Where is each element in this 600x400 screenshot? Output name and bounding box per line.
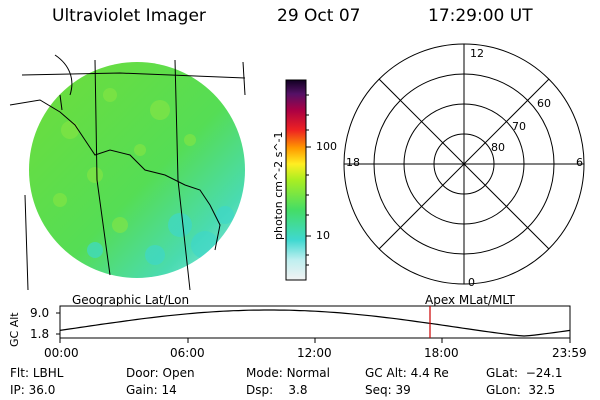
- time-tick-0000: 00:00: [44, 346, 79, 360]
- glon-value: 32.5: [528, 383, 556, 397]
- dsp-value: 3.8: [288, 383, 308, 397]
- mode-field: Mode: Normal: [246, 366, 330, 380]
- time-tick-0600: 06:00: [170, 346, 205, 360]
- mode-value: Normal: [286, 366, 330, 380]
- filter-value: LBHL: [32, 366, 64, 380]
- gain-field: Gain: 14: [126, 383, 177, 397]
- altitude-curve: [59, 309, 571, 337]
- seq-field: Seq: 39: [365, 383, 411, 397]
- colorbar-unit-label: photon cm^-2 s^-1: [272, 131, 285, 240]
- glat-field: GLat: −24.1: [486, 366, 563, 380]
- time-tick-1200: 12:00: [297, 346, 332, 360]
- time-tick-1800: 18:00: [424, 346, 459, 360]
- filter-field: Flt: LBHL: [10, 366, 64, 380]
- color-scale-bar: [285, 79, 307, 281]
- polar-label-top: 12: [470, 47, 484, 60]
- instrument-title: Ultraviolet Imager: [52, 6, 206, 26]
- polar-grid: [343, 43, 585, 285]
- polar-label-left: 18: [346, 156, 360, 169]
- polar-ring-80: 80: [491, 141, 505, 154]
- door-field: Door: Open: [126, 366, 195, 380]
- polar-label-bottom: 0: [468, 276, 475, 289]
- map-overlay: [9, 54, 246, 291]
- altitude-plot: [56, 305, 571, 343]
- polar-label-right: 6: [576, 156, 583, 169]
- color-scale-ticks: [306, 94, 311, 266]
- apex-label: Apex MLat/MLT: [425, 293, 515, 307]
- colorbar-tick-10: 10: [316, 229, 330, 242]
- gc-alt-value: 4.4 Re: [410, 366, 449, 380]
- ip-value: 36.0: [28, 383, 56, 397]
- glon-field: GLon: 32.5: [486, 383, 556, 397]
- time-tick-2359: 23:59: [552, 346, 587, 360]
- observation-date: 29 Oct 07: [277, 6, 361, 26]
- ip-field: IP: 36.0: [10, 383, 56, 397]
- dsp-field: Dsp: 3.8: [246, 383, 308, 397]
- altitude-tick-high: 9.0: [30, 306, 50, 320]
- glat-value: −24.1: [525, 366, 563, 380]
- geographic-label: Geographic Lat/Lon: [72, 293, 190, 307]
- gc-alt-field: GC Alt: 4.4 Re: [365, 366, 449, 380]
- colorbar-tick-100: 100: [316, 140, 337, 153]
- observation-time: 17:29:00 UT: [428, 6, 533, 26]
- gain-value: 14: [161, 383, 177, 397]
- auroral-image-disk: [29, 62, 245, 278]
- altitude-tick-low: 1.8: [30, 327, 50, 341]
- seq-value: 39: [395, 383, 411, 397]
- altitude-axis-label: GC Alt: [8, 312, 21, 347]
- polar-ring-70: 70: [512, 120, 526, 133]
- door-value: Open: [162, 366, 195, 380]
- polar-ring-60: 60: [537, 97, 551, 110]
